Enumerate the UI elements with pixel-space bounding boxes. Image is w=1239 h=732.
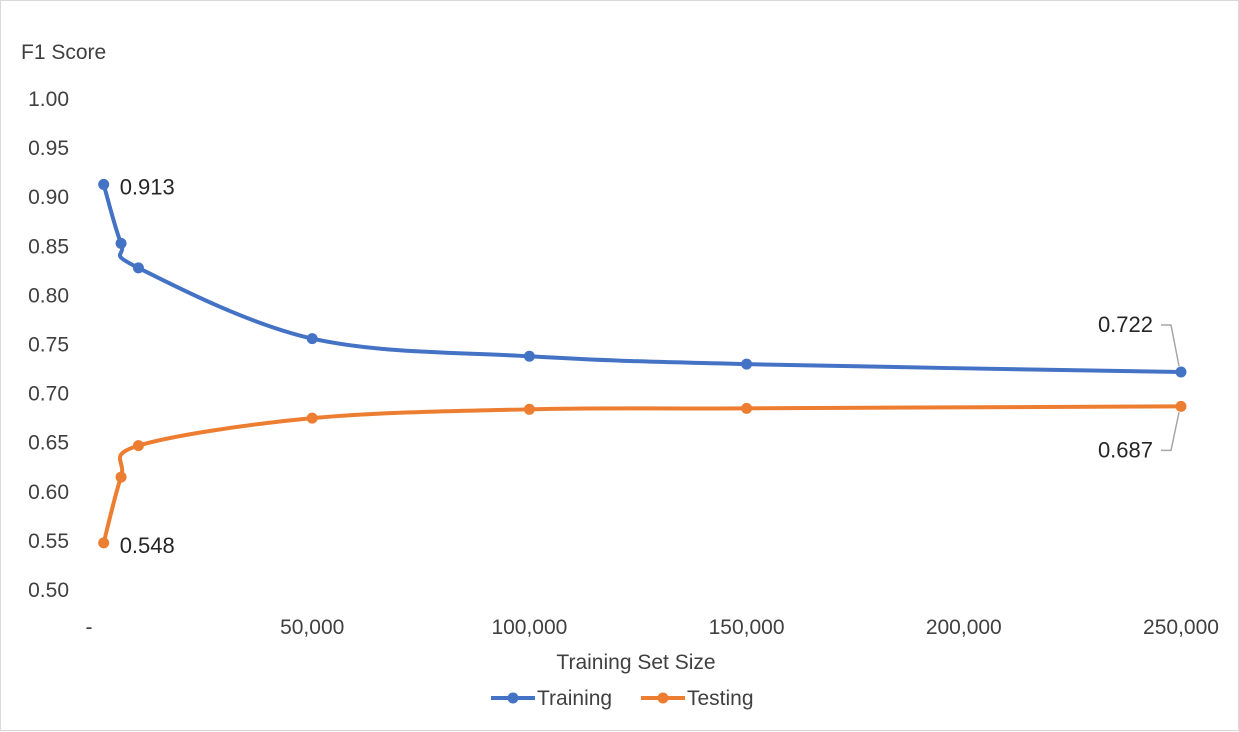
data-point-testing[interactable] (523, 403, 535, 415)
leader-line (1161, 412, 1180, 452)
x-axis-ticks: - 50,000 100,000 150,000 200,000 250,000 (86, 616, 1219, 639)
y-tick-label: 0.80 (28, 284, 69, 307)
y-tick-label: 0.70 (28, 383, 69, 406)
data-point-testing[interactable] (1175, 400, 1187, 412)
x-tick-label: 150,000 (709, 616, 785, 639)
data-label: 0.722 (1098, 312, 1153, 337)
y-tick-label: 0.85 (28, 235, 69, 258)
data-label: 0.548 (120, 533, 175, 558)
x-tick-label: 100,000 (491, 616, 567, 639)
y-tick-label: 0.50 (28, 579, 69, 602)
y-tick-label: 1.00 (28, 88, 69, 111)
data-point-testing[interactable] (98, 537, 110, 549)
data-point-testing[interactable] (306, 412, 318, 424)
y-tick-label: 0.60 (28, 481, 69, 504)
data-point-testing[interactable] (132, 440, 144, 452)
data-point-training[interactable] (306, 333, 318, 345)
y-axis-ticks: 0.50 0.55 0.60 0.65 0.70 0.75 0.80 0.85 0.90 0.95… (28, 88, 69, 602)
y-tick-label: 0.75 (28, 334, 69, 357)
y-tick-label: 0.65 (28, 432, 69, 455)
y-tick-label: 0.95 (28, 137, 69, 160)
data-labels: 0.913 0.548 0.722 0.687 (120, 174, 1153, 557)
x-tick-label: 250,000 (1143, 616, 1219, 639)
data-label: 0.913 (120, 174, 175, 199)
legend-marker-testing (657, 692, 669, 704)
legend-label: Training (537, 687, 612, 710)
data-point-testing[interactable] (741, 402, 753, 414)
x-tick-label: 50,000 (280, 616, 344, 639)
x-tick-label: - (86, 616, 93, 639)
data-point-training[interactable] (98, 178, 110, 190)
x-axis-title: Training Set Size (556, 651, 715, 674)
data-point-training[interactable] (523, 350, 535, 362)
series-line-training (101, 182, 1183, 374)
data-point-training[interactable] (115, 237, 127, 249)
data-point-testing[interactable] (115, 471, 127, 483)
data-point-training[interactable] (741, 358, 753, 370)
x-tick-label: 200,000 (926, 616, 1002, 639)
legend-item-testing[interactable]: Testing (641, 687, 754, 710)
series-points (98, 178, 1187, 549)
legend-label: Testing (687, 687, 754, 710)
y-tick-label: 0.90 (28, 186, 69, 209)
data-label: 0.687 (1098, 437, 1153, 462)
series-lines (101, 182, 1183, 545)
y-axis-title: F1 Score (21, 41, 106, 64)
series-line-testing (101, 404, 1183, 545)
legend-item-training[interactable]: Training (491, 687, 612, 710)
data-point-training[interactable] (1175, 366, 1187, 378)
data-point-training[interactable] (132, 262, 144, 274)
legend-marker-training (507, 692, 519, 704)
leader-lines (1161, 324, 1180, 452)
legend[interactable]: Training Testing (491, 687, 754, 710)
leader-line (1161, 324, 1180, 367)
y-tick-label: 0.55 (28, 530, 69, 553)
